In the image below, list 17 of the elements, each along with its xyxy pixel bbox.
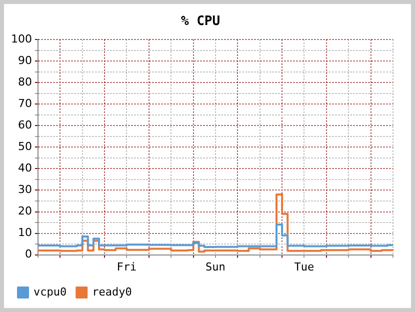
x-tick-label: Fri xyxy=(116,260,137,274)
y-tick-label: 30 xyxy=(18,183,32,196)
y-tick-label: 70 xyxy=(18,97,32,110)
y-tick-label: 90 xyxy=(18,54,32,67)
y-tick-label: 20 xyxy=(18,204,32,218)
x-tick-label: Sun xyxy=(206,260,226,274)
y-tick-label: 0 xyxy=(24,248,32,261)
y-tick-label: 80 xyxy=(18,76,32,88)
y-tick-label: 60 xyxy=(18,118,32,132)
y-tick-label: 10 xyxy=(18,226,32,240)
x-tick-label: Tue xyxy=(294,260,314,274)
y-tick-label: 100 xyxy=(10,32,32,46)
y-tick-label: 50 xyxy=(18,140,32,154)
chart-title: % CPU xyxy=(180,14,220,30)
y-tick-label: 40 xyxy=(18,162,32,175)
legend-label: vcpu0 xyxy=(34,285,67,298)
legend-label: ready0 xyxy=(92,285,132,298)
